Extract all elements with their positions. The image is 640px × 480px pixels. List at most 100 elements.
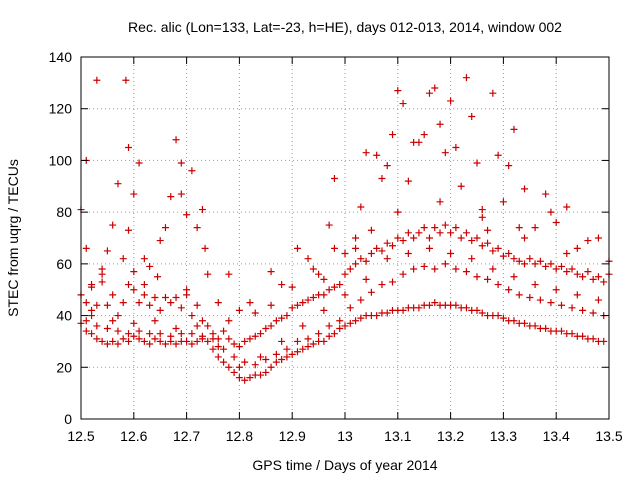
- data-point: [478, 213, 486, 221]
- data-point: [462, 229, 470, 237]
- data-point: [600, 337, 608, 345]
- data-point: [431, 224, 439, 232]
- data-point: [151, 335, 159, 343]
- data-point: [431, 84, 439, 92]
- data-point: [103, 325, 111, 332]
- data-point: [278, 356, 286, 364]
- data-point: [214, 299, 222, 307]
- data-point: [288, 304, 296, 312]
- data-point: [262, 368, 270, 376]
- data-point: [214, 343, 222, 351]
- data-point: [114, 327, 122, 335]
- data-point: [346, 319, 354, 327]
- data-point: [278, 314, 286, 322]
- y-tick-label: 120: [49, 101, 73, 117]
- data-point: [177, 330, 185, 338]
- data-point: [198, 332, 206, 340]
- data-point: [167, 332, 175, 340]
- data-point: [293, 337, 301, 345]
- data-point: [510, 255, 518, 263]
- data-point: [584, 237, 592, 245]
- data-point: [225, 270, 233, 278]
- data-point: [431, 299, 439, 307]
- data-point: [542, 262, 550, 270]
- data-point: [188, 312, 196, 320]
- data-point: [531, 260, 539, 268]
- data-point: [304, 255, 312, 263]
- data-point: [183, 337, 191, 345]
- data-point: [452, 224, 460, 232]
- data-point: [320, 306, 328, 314]
- data-point: [114, 180, 122, 188]
- data-point: [114, 340, 122, 348]
- data-point: [542, 325, 550, 332]
- data-point: [188, 340, 196, 348]
- data-point: [151, 317, 159, 325]
- data-point: [146, 262, 154, 270]
- data-point: [457, 234, 465, 242]
- data-point: [352, 244, 360, 252]
- data-point: [441, 221, 449, 229]
- data-point: [489, 89, 497, 97]
- data-point: [330, 283, 338, 291]
- data-point: [146, 301, 154, 309]
- data-points: [77, 74, 613, 384]
- x-tick-label: 13.4: [543, 428, 570, 444]
- x-tick-label: 13.5: [595, 428, 622, 444]
- data-point: [246, 299, 254, 307]
- data-point: [140, 337, 148, 345]
- data-point: [515, 291, 523, 299]
- data-point: [462, 268, 470, 276]
- data-point: [389, 242, 397, 250]
- data-point: [325, 286, 333, 294]
- data-point: [383, 162, 391, 170]
- data-point: [341, 291, 349, 299]
- data-point: [98, 278, 106, 286]
- data-point: [241, 358, 249, 366]
- data-point: [589, 335, 597, 343]
- data-point: [283, 353, 291, 361]
- data-point: [288, 350, 296, 358]
- data-point: [410, 234, 418, 242]
- data-point: [489, 265, 497, 273]
- data-point: [204, 337, 212, 345]
- data-point: [320, 291, 328, 299]
- data-point: [251, 309, 259, 317]
- data-point: [325, 221, 333, 229]
- data-point: [161, 340, 169, 348]
- data-point: [568, 265, 576, 273]
- data-point: [267, 268, 275, 276]
- data-point: [109, 221, 117, 229]
- data-point: [452, 144, 460, 151]
- data-point: [399, 270, 407, 278]
- data-point: [473, 306, 481, 314]
- data-point: [505, 162, 513, 170]
- data-point: [230, 368, 238, 376]
- y-tick-label: 100: [49, 152, 73, 168]
- data-point: [515, 224, 523, 232]
- data-point: [357, 296, 365, 304]
- data-point: [499, 314, 507, 322]
- y-tick-labels: 0 20 40 60 80 100 120 140: [49, 49, 73, 427]
- data-point: [447, 97, 455, 105]
- data-point: [367, 288, 375, 296]
- data-point: [431, 265, 439, 273]
- data-point: [389, 278, 397, 286]
- data-point: [415, 304, 423, 312]
- data-point: [394, 87, 402, 95]
- data-point: [109, 291, 117, 299]
- data-point: [341, 322, 349, 330]
- data-point: [552, 265, 560, 273]
- y-tick-label: 20: [56, 359, 72, 375]
- data-point: [447, 250, 455, 258]
- data-point: [262, 356, 270, 364]
- data-point: [441, 260, 449, 268]
- data-point: [404, 229, 412, 237]
- data-point: [415, 138, 423, 146]
- data-point: [378, 247, 386, 255]
- data-point: [383, 309, 391, 317]
- x-tick-label: 13.2: [437, 428, 464, 444]
- data-point: [579, 332, 587, 340]
- data-point: [510, 125, 518, 133]
- data-point: [389, 131, 397, 139]
